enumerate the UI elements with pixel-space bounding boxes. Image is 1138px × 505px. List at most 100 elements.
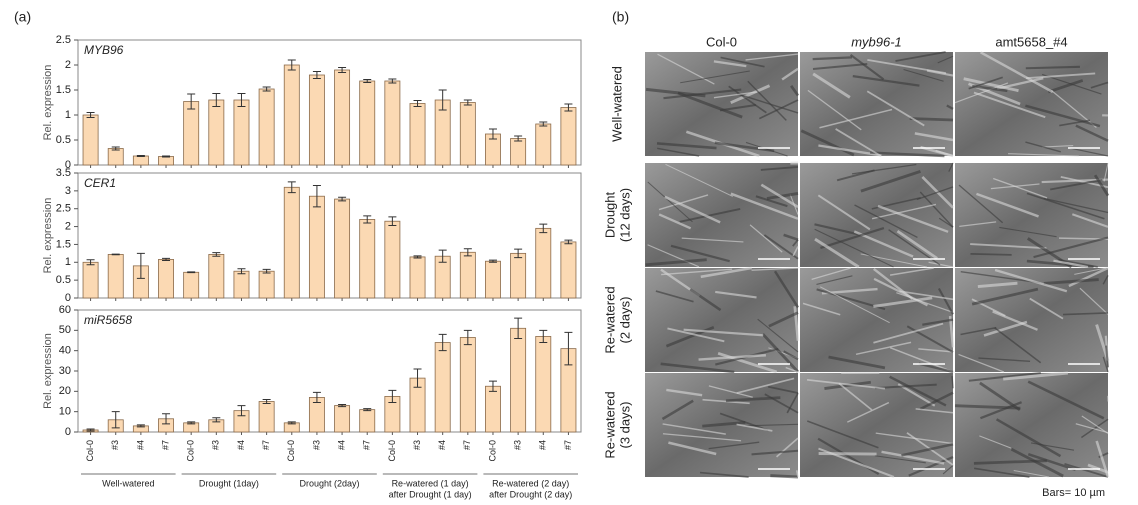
error-bar	[136, 155, 145, 157]
error-bar	[212, 252, 221, 257]
y-axis-label: Rel. expression	[42, 198, 54, 274]
texture-streak	[824, 380, 872, 390]
row-label: (12 days)	[617, 188, 632, 242]
texture-streak	[758, 99, 799, 120]
texture-streak	[737, 93, 799, 114]
texture-streak	[979, 435, 1012, 449]
texture-streak	[745, 53, 799, 61]
texture-streak	[992, 310, 1038, 331]
texture-streak	[874, 383, 937, 390]
texture-streak	[978, 357, 1031, 362]
error-bar	[388, 389, 397, 404]
texture-streak	[1068, 266, 1109, 288]
bar	[359, 219, 376, 299]
texture-streak	[715, 290, 757, 299]
bar	[183, 271, 200, 299]
texture-streak	[708, 441, 760, 450]
texture-streak	[681, 237, 744, 243]
y-tick-label: 1.5	[56, 238, 71, 250]
texture-streak	[1026, 192, 1105, 220]
x-tick-label: #7	[563, 440, 573, 450]
bar	[535, 123, 552, 166]
texture-streak	[851, 163, 917, 175]
micrograph	[645, 52, 798, 156]
texture-streak	[849, 54, 885, 81]
texture-streak	[942, 465, 954, 475]
texture-streak	[1074, 267, 1106, 275]
texture-streak	[814, 237, 860, 269]
texture-streak	[1075, 124, 1109, 142]
texture-streak	[768, 385, 799, 394]
texture-streak	[959, 221, 997, 227]
group-label: Drought (2day)	[299, 478, 359, 488]
error-bar	[338, 404, 347, 408]
texture-streak	[866, 90, 925, 127]
x-tick-label: Col-0	[387, 440, 397, 462]
texture-streak	[960, 326, 997, 336]
x-tick-label: #4	[437, 440, 447, 450]
texture-streak	[818, 452, 877, 456]
texture-streak	[662, 433, 742, 442]
texture-streak	[700, 266, 752, 279]
texture-streak	[1025, 141, 1061, 153]
error-bar	[388, 216, 397, 226]
texture-streak	[1047, 79, 1084, 94]
y-tick-label: 2.5	[56, 203, 71, 215]
texture-streak	[665, 163, 734, 197]
micrograph-texture	[655, 266, 800, 374]
texture-streak	[1050, 178, 1103, 191]
texture-streak	[725, 396, 781, 403]
texture-streak	[1027, 380, 1105, 420]
texture-streak	[800, 129, 855, 157]
bar	[158, 156, 174, 166]
error-bar	[262, 86, 271, 92]
texture-streak	[895, 51, 946, 62]
bar	[459, 251, 476, 299]
texture-streak	[1102, 275, 1109, 285]
error-bar	[363, 408, 372, 412]
x-tick-label: #7	[462, 440, 472, 450]
bar	[258, 401, 275, 433]
texture-streak	[814, 223, 862, 237]
error-bar	[287, 181, 296, 194]
texture-streak	[781, 67, 799, 81]
texture-streak	[785, 366, 799, 373]
x-tick-label: #7	[261, 440, 271, 450]
texture-streak	[656, 142, 717, 150]
bar	[283, 186, 300, 299]
micrograph-texture	[645, 161, 799, 268]
error-bar	[162, 257, 171, 261]
bar	[233, 270, 250, 299]
x-tick-label: #4	[236, 440, 246, 450]
error-bar	[363, 215, 372, 224]
error-bar	[463, 248, 472, 257]
error-bar	[413, 255, 422, 259]
micrograph	[645, 268, 798, 372]
error-bar	[111, 411, 120, 429]
texture-streak	[896, 292, 954, 313]
texture-streak	[881, 450, 945, 465]
texture-streak	[979, 51, 1054, 94]
texture-streak	[811, 267, 851, 280]
texture-streak	[873, 296, 933, 308]
texture-streak	[1081, 418, 1109, 439]
y-tick-label: 3.5	[56, 167, 71, 179]
texture-streak	[937, 288, 954, 315]
texture-streak	[1053, 259, 1089, 269]
bar	[560, 107, 577, 166]
micrograph-texture	[645, 53, 800, 158]
texture-streak	[1003, 371, 1068, 381]
texture-streak	[667, 327, 725, 343]
group-label: Re-watered (1 day)	[392, 478, 469, 488]
micrograph	[800, 268, 953, 372]
panel-label: (a)	[14, 9, 31, 25]
error-bar	[539, 121, 548, 127]
micrograph-texture	[958, 162, 1110, 269]
texture-streak	[951, 376, 954, 389]
texture-streak	[661, 268, 733, 276]
error-bar	[237, 93, 246, 107]
chart-title: CER1	[84, 176, 116, 190]
bar	[82, 261, 99, 299]
texture-streak	[918, 348, 954, 353]
texture-streak	[946, 104, 954, 110]
